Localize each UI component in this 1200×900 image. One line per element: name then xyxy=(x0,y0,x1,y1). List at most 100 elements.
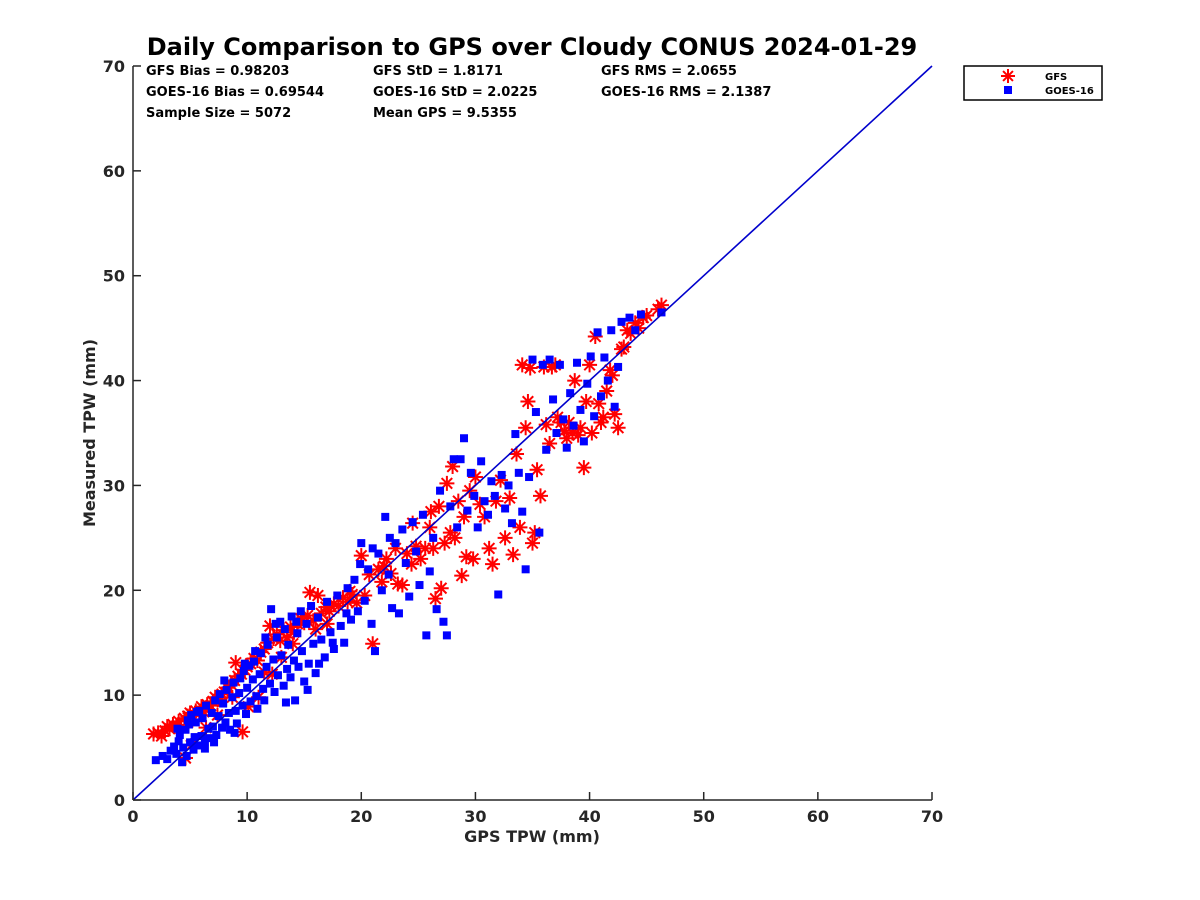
gfs-point xyxy=(308,621,324,637)
gfs-point xyxy=(595,409,611,425)
goes16-point xyxy=(394,609,403,618)
gfs-point xyxy=(591,396,607,412)
goes16-point xyxy=(239,667,248,676)
goes16-point xyxy=(586,352,595,361)
goes16-point xyxy=(631,326,640,335)
goes16-point xyxy=(191,718,200,727)
goes16-point xyxy=(425,567,434,576)
x-tick-label: 10 xyxy=(236,807,258,826)
goes16-point xyxy=(374,549,383,558)
goes16-point xyxy=(273,671,282,680)
gfs-point xyxy=(522,360,538,376)
gfs-point xyxy=(542,435,558,451)
goes16-point xyxy=(200,737,209,746)
gfs-point xyxy=(361,567,377,583)
gfs-point xyxy=(556,423,572,439)
goes16-point xyxy=(490,491,499,500)
goes16-point xyxy=(607,326,616,335)
goes16-point xyxy=(251,647,260,656)
goes16-point xyxy=(356,560,365,569)
goes16-point xyxy=(315,659,324,668)
goes16-point xyxy=(242,710,251,719)
goes16-point xyxy=(501,504,510,513)
gfs-point xyxy=(154,728,170,744)
gfs-point xyxy=(408,538,424,554)
gfs-point xyxy=(587,329,603,345)
goes16-point xyxy=(307,602,316,611)
goes16-point xyxy=(255,670,264,679)
legend-marker-goes16 xyxy=(1004,86,1012,94)
stat-text: GOES-16 RMS = 2.1387 xyxy=(601,85,771,100)
goes16-point xyxy=(545,355,554,364)
goes16-point xyxy=(487,477,496,486)
goes16-point xyxy=(294,662,303,671)
goes16-point xyxy=(347,615,356,624)
goes16-point xyxy=(215,690,224,699)
goes16-point xyxy=(317,635,326,644)
goes16-point xyxy=(439,617,448,626)
gfs-point xyxy=(264,666,280,682)
goes16-point xyxy=(170,742,179,751)
x-tick-label: 0 xyxy=(127,807,138,826)
gfs-point xyxy=(472,496,488,512)
stat-text: GFS RMS = 2.0655 xyxy=(601,64,737,79)
goes16-point xyxy=(432,605,441,614)
goes16-point xyxy=(388,604,397,613)
goes16-point xyxy=(205,734,214,743)
goes16-point xyxy=(260,696,269,705)
goes16-point xyxy=(412,547,421,556)
goes16-point xyxy=(429,533,438,542)
gfs-point xyxy=(514,357,530,373)
goes16-point xyxy=(281,698,290,707)
gfs-point xyxy=(313,605,329,621)
goes16-point xyxy=(497,470,506,479)
gfs-point xyxy=(439,475,455,491)
goes16-point xyxy=(304,659,313,668)
goes16-point xyxy=(214,712,223,721)
gfs-point xyxy=(427,591,443,607)
gfs-point xyxy=(610,420,626,436)
goes16-point xyxy=(179,743,188,752)
goes16-point xyxy=(292,617,301,626)
y-tick-label: 0 xyxy=(114,791,125,810)
goes16-point xyxy=(569,421,578,430)
goes16-point xyxy=(370,647,379,656)
gfs-point xyxy=(203,698,219,714)
goes16-point xyxy=(265,679,274,688)
goes16-point xyxy=(163,755,172,764)
goes16-point xyxy=(391,539,400,548)
y-tick-label: 40 xyxy=(103,372,125,391)
stat-text: GOES-16 Bias = 0.69544 xyxy=(146,85,324,100)
goes16-point xyxy=(610,402,619,411)
gfs-point xyxy=(357,588,373,604)
gfs-point xyxy=(481,540,497,556)
gfs-point xyxy=(485,556,501,572)
gfs-point xyxy=(639,308,655,324)
goes16-point xyxy=(229,678,238,687)
gfs-point xyxy=(518,420,534,436)
goes16-point xyxy=(418,510,427,519)
goes16-point xyxy=(291,696,300,705)
goes16-point xyxy=(521,565,530,574)
gfs-point xyxy=(488,493,504,509)
gfs-point xyxy=(599,383,615,399)
x-tick-label: 20 xyxy=(350,807,372,826)
goes16-point xyxy=(542,445,551,454)
goes16-point xyxy=(368,544,377,553)
goes16-point xyxy=(267,605,276,614)
goes16-point xyxy=(350,575,359,584)
goes16-point xyxy=(284,640,293,649)
gfs-point xyxy=(394,577,410,593)
goes16-point xyxy=(566,389,575,398)
y-tick-label: 70 xyxy=(103,57,125,76)
goes16-point xyxy=(207,708,216,717)
goes16-point xyxy=(232,719,241,728)
goes16-point xyxy=(422,631,431,640)
goes16-point xyxy=(259,684,268,693)
goes16-point xyxy=(277,651,286,660)
one-to-one-line xyxy=(132,65,933,801)
goes16-point xyxy=(230,728,239,737)
goes16-point xyxy=(398,525,407,534)
goes16-point xyxy=(151,756,160,765)
goes16-point xyxy=(333,591,342,600)
